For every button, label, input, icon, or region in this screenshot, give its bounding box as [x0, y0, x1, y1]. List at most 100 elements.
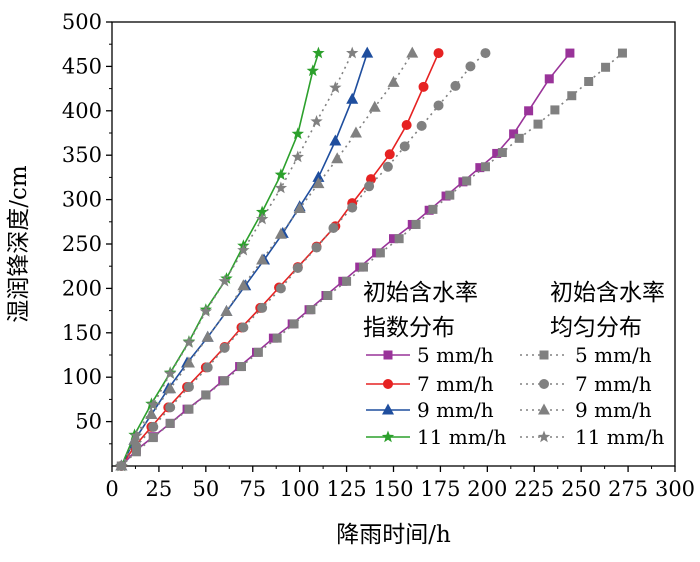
x-tick-label: 25 — [146, 477, 173, 501]
data-point — [131, 447, 141, 457]
legend-group-exponential: 初始含水率指数分布 — [363, 280, 478, 341]
data-point — [220, 272, 233, 284]
data-point — [236, 362, 246, 372]
y-tick-label: 150 — [62, 321, 102, 345]
y-tick-label: 50 — [75, 410, 102, 434]
x-tick-label: 100 — [280, 477, 320, 501]
data-point — [450, 80, 461, 91]
data-point — [567, 91, 577, 101]
data-point — [237, 279, 250, 291]
data-point — [399, 141, 410, 152]
data-point — [411, 219, 421, 229]
data-point — [291, 127, 304, 140]
data-point — [331, 152, 344, 164]
data-point — [115, 459, 128, 472]
data-point — [237, 243, 250, 256]
data-point — [310, 114, 323, 127]
y-tick-label: 450 — [62, 54, 102, 78]
series-triangle-uniform — [115, 46, 419, 471]
data-point — [272, 333, 282, 343]
data-point — [274, 168, 288, 180]
data-point — [256, 253, 269, 265]
legend-item: 11 mm/h — [520, 425, 664, 449]
data-point — [164, 382, 177, 394]
data-point — [381, 430, 395, 443]
legend-label: 7 mm/h — [575, 372, 652, 396]
data-point — [368, 100, 381, 112]
data-point — [465, 61, 476, 72]
data-point — [550, 105, 560, 115]
data-point — [274, 227, 287, 239]
data-point — [538, 403, 550, 415]
series-layer — [115, 46, 627, 472]
legend-label: 11 mm/h — [575, 425, 664, 449]
legend-item: 5 mm/h — [366, 343, 494, 367]
data-point — [201, 390, 211, 400]
legend-label: 9 mm/h — [575, 398, 652, 422]
data-point — [202, 362, 213, 373]
x-tick-label: 75 — [239, 477, 266, 501]
data-point — [492, 148, 502, 158]
data-point — [220, 376, 230, 386]
data-point — [349, 126, 362, 138]
data-point — [257, 302, 268, 313]
data-point — [311, 242, 322, 253]
data-point — [130, 429, 143, 442]
series-star-exponential — [115, 46, 325, 472]
data-point — [539, 379, 549, 389]
x-tick-label: 225 — [514, 477, 554, 501]
data-point — [347, 202, 358, 213]
legend-label: 5 mm/h — [417, 343, 494, 367]
data-point — [406, 46, 419, 58]
data-point — [433, 100, 444, 111]
data-point — [462, 176, 472, 186]
data-point — [418, 81, 429, 92]
y-tick-label: 400 — [62, 99, 102, 123]
series-star-uniform — [115, 46, 359, 472]
y-tick-label: 250 — [62, 232, 102, 256]
series-line — [120, 52, 487, 467]
data-point — [289, 319, 299, 329]
x-axis-title: 降雨时间/h — [336, 522, 451, 548]
data-point — [312, 46, 325, 59]
data-point — [329, 81, 342, 93]
series-line — [120, 52, 353, 467]
data-point — [147, 398, 160, 410]
data-point — [389, 234, 398, 244]
legend-item: 7 mm/h — [520, 372, 652, 396]
data-point — [292, 262, 303, 273]
data-point — [361, 46, 374, 58]
x-tick-label: 200 — [467, 477, 507, 501]
data-point — [145, 407, 158, 419]
x-tick-label: 0 — [105, 477, 118, 501]
data-point — [433, 48, 444, 59]
data-point — [565, 48, 575, 58]
data-point — [312, 177, 325, 189]
data-point — [328, 223, 339, 234]
data-point — [293, 201, 306, 213]
legend-group-line: 初始含水率 — [363, 280, 478, 306]
legend-item: 7 mm/h — [366, 372, 494, 396]
legend-item: 5 mm/h — [520, 343, 652, 367]
data-point — [165, 418, 175, 428]
data-point — [480, 48, 491, 59]
legend-label: 11 mm/h — [417, 425, 506, 449]
data-point — [383, 350, 393, 360]
data-point — [601, 62, 611, 72]
legend-label: 7 mm/h — [417, 372, 494, 396]
data-point — [255, 212, 269, 225]
y-tick-label: 350 — [62, 143, 102, 167]
data-point — [401, 120, 412, 131]
data-point — [163, 367, 177, 379]
y-axis-title: 湿润锋深度/cm — [6, 165, 32, 323]
data-point — [165, 402, 176, 413]
data-point — [394, 234, 404, 244]
data-point — [480, 162, 490, 172]
legend-item: 11 mm/h — [366, 425, 506, 449]
data-point — [255, 205, 269, 218]
legend-group-line: 初始含水率 — [550, 280, 665, 306]
legend-group-line: 指数分布 — [363, 315, 455, 341]
data-point — [475, 163, 485, 173]
data-point — [306, 305, 316, 315]
